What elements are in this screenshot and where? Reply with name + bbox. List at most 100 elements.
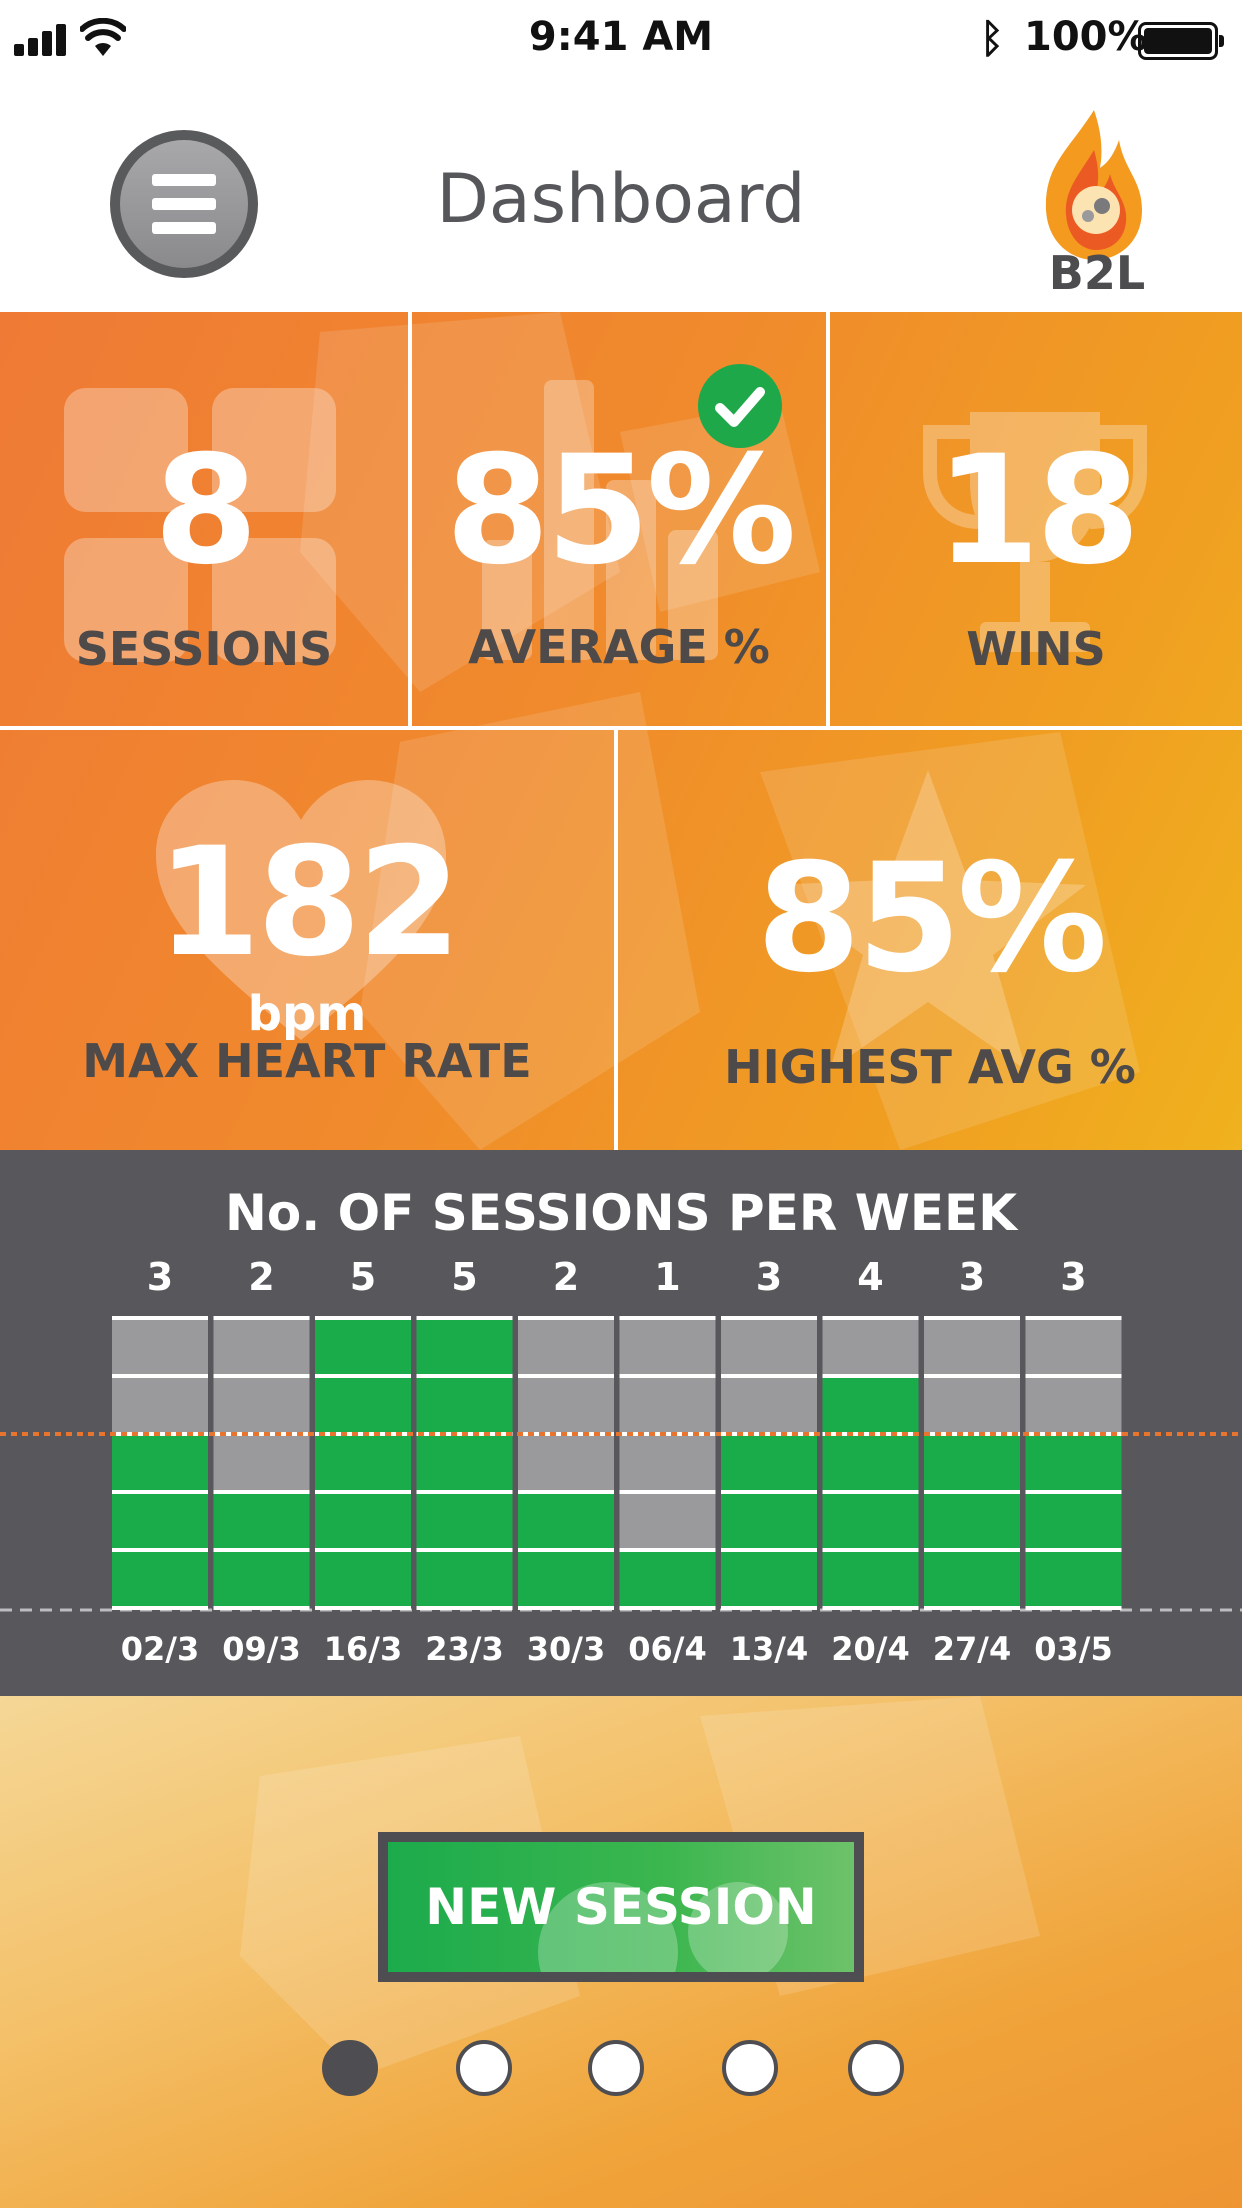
bar-segment <box>518 1320 614 1374</box>
grid-icon <box>64 388 336 662</box>
highest-avg-tile[interactable]: 85% HIGHEST AVG % <box>618 730 1242 1150</box>
bar-segment <box>315 1378 411 1432</box>
max-heart-rate-value: 182 <box>156 816 461 990</box>
data-label: 3 <box>959 1255 985 1299</box>
sessions-tile[interactable]: 8 SESSIONS <box>0 312 408 726</box>
bar-chart-icon <box>482 380 718 660</box>
highest-avg-label: HIGHEST AVG % <box>724 1040 1136 1094</box>
x-tick-label: 13/4 <box>730 1630 808 1668</box>
max-heart-rate-tile[interactable]: 182 bpm MAX HEART RATE <box>0 730 614 1150</box>
bar-segment <box>1025 1552 1122 1606</box>
check-icon <box>698 364 782 448</box>
bottom-panel: NEW SESSION <box>0 1696 1242 2208</box>
bar-segment <box>619 1494 716 1548</box>
sessions-per-week-chart: No. OF SESSIONS PER WEEK 3 02/3 2 09/3 5 16/3… <box>0 1150 1242 1696</box>
bar-segment <box>112 1552 208 1606</box>
tile-divider <box>0 726 1242 730</box>
average-value: 85% <box>445 424 796 598</box>
bar-segment <box>924 1436 1020 1490</box>
x-tick-label: 30/3 <box>527 1630 605 1668</box>
status-bar: 9:41 AM ᛒ 100% <box>0 0 1242 80</box>
average-tile[interactable]: 85% AVERAGE % <box>412 312 826 726</box>
bar-segment <box>518 1494 614 1548</box>
bar-segment <box>416 1494 513 1548</box>
max-heart-rate-unit: bpm <box>247 986 367 1042</box>
sessions-value: 8 <box>153 424 258 598</box>
data-label: 3 <box>147 1255 173 1299</box>
bar-segment <box>822 1378 919 1432</box>
bar-segment <box>822 1494 919 1548</box>
highest-avg-value: 85% <box>756 832 1107 1006</box>
bar-segment <box>721 1378 817 1432</box>
x-tick-label: 06/4 <box>628 1630 706 1668</box>
x-tick-label: 02/3 <box>121 1630 199 1668</box>
page-indicator-dot-3[interactable] <box>588 2040 644 2096</box>
trophy-icon <box>923 412 1147 652</box>
wins-value: 18 <box>935 424 1141 598</box>
bar-segment <box>721 1552 817 1606</box>
wifi-icon <box>80 18 126 56</box>
bar-segment <box>721 1494 817 1548</box>
bar-segment <box>518 1436 614 1490</box>
bar-segment <box>924 1494 1020 1548</box>
chart-plot: 3 02/3 2 09/3 5 16/3 5 23/3 2 30/3 1 06/4 3 13/4 4 20/4… <box>0 1255 1242 1668</box>
bar-segment <box>213 1320 310 1374</box>
b2l-logo-flame-icon <box>1045 110 1142 260</box>
sessions-label: SESSIONS <box>75 622 333 676</box>
page-indicator-dot-5[interactable] <box>848 2040 904 2096</box>
max-heart-rate-label: MAX HEART RATE <box>82 1034 532 1088</box>
battery-icon <box>1138 22 1224 60</box>
battery-percent: 100% <box>1024 14 1148 60</box>
x-tick-label: 23/3 <box>425 1630 503 1668</box>
wins-label: WINS <box>966 622 1106 676</box>
hamburger-menu-icon <box>120 140 248 268</box>
data-label: 3 <box>756 1255 782 1299</box>
bar-segment <box>721 1436 817 1490</box>
page-title: Dashboard <box>436 160 806 239</box>
tile-divider <box>614 730 618 1150</box>
bar-segment <box>1025 1494 1122 1548</box>
bar-segment <box>619 1378 716 1432</box>
bar-segment <box>315 1552 411 1606</box>
data-label: 2 <box>248 1255 274 1299</box>
bluetooth-icon: ᛒ <box>980 16 1004 62</box>
data-label: 3 <box>1060 1255 1086 1299</box>
x-tick-label: 03/5 <box>1034 1630 1112 1668</box>
bar-segment <box>112 1378 208 1432</box>
star-icon <box>770 770 1086 1070</box>
bar-segment <box>822 1436 919 1490</box>
new-session-button[interactable]: NEW SESSION <box>378 1832 864 1982</box>
bar-segment <box>619 1436 716 1490</box>
wins-tile[interactable]: 18 WINS <box>830 312 1242 726</box>
bar-segment <box>112 1494 208 1548</box>
page-indicator-dot-2[interactable] <box>456 2040 512 2096</box>
bar-segment <box>1025 1320 1122 1374</box>
menu-button[interactable] <box>110 130 258 278</box>
bar-segment <box>213 1552 310 1606</box>
data-label: 5 <box>350 1255 376 1299</box>
chart-title: No. OF SESSIONS PER WEEK <box>225 1184 1017 1242</box>
data-label: 4 <box>857 1255 883 1299</box>
x-tick-label: 09/3 <box>222 1630 300 1668</box>
tile-divider <box>408 312 412 726</box>
page-indicator-dot-1[interactable] <box>322 2040 378 2096</box>
cellular-signal-icon <box>14 24 70 56</box>
bar-segment <box>1025 1436 1122 1490</box>
new-session-label: NEW SESSION <box>425 1878 817 1936</box>
bar-segment <box>416 1552 513 1606</box>
bar-segment <box>213 1378 310 1432</box>
page-indicator-dot-4[interactable] <box>722 2040 778 2096</box>
average-label: AVERAGE % <box>468 620 770 674</box>
x-tick-label: 16/3 <box>324 1630 402 1668</box>
bar-segment <box>213 1494 310 1548</box>
tile-divider <box>826 312 830 726</box>
bar-segment <box>1025 1378 1122 1432</box>
bar-segment <box>213 1436 310 1490</box>
bar-segment <box>112 1320 208 1374</box>
data-label: 1 <box>654 1255 680 1299</box>
data-label: 5 <box>451 1255 477 1299</box>
bar-segment <box>619 1552 716 1606</box>
stats-tiles: 8 SESSIONS 85% AVERAGE % 18 WINS 18 <box>0 312 1242 1150</box>
bar-segment <box>518 1552 614 1606</box>
bar-segment <box>315 1320 411 1374</box>
